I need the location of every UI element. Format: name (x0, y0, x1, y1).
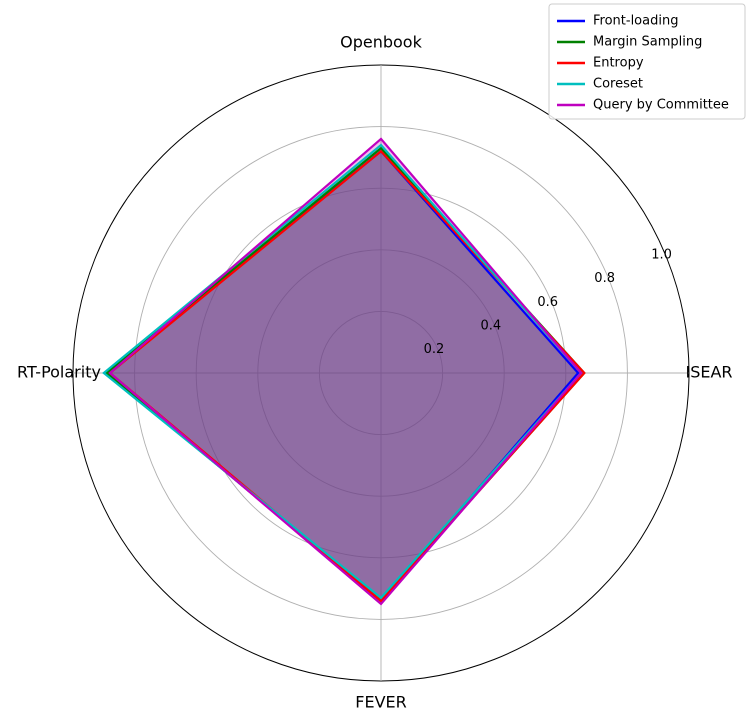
axis-label-rt-polarity: RT-Polarity (17, 363, 101, 382)
fill-front-loading (106, 151, 579, 601)
fill-margin-sampling (106, 148, 585, 601)
axis-label-openbook: Openbook (340, 33, 422, 52)
radial-tick-labels: 0.2 0.4 0.6 0.8 1.0 (424, 248, 672, 357)
legend-box (548, 3, 746, 120)
tick-label-3: 0.8 (594, 271, 615, 286)
radar-fills (103, 138, 585, 605)
fill-query-by-committee (109, 138, 582, 605)
series-line-query-by-committee (108, 137, 583, 606)
tick-label-2: 0.6 (537, 295, 558, 310)
tick-label-0: 0.2 (424, 342, 445, 357)
legend-label-front-loading: Front-loading (593, 14, 678, 29)
axis-label-fever: FEVER (355, 693, 406, 712)
axis-labels: ISEAR Openbook RT-Polarity FEVER (17, 33, 732, 712)
legend-label-coreset: Coreset (593, 77, 643, 92)
axis-label-isear: ISEAR (685, 363, 732, 382)
legend-label-margin-sampling: Margin Sampling (593, 35, 702, 50)
legend-label-entropy: Entropy (593, 56, 644, 71)
tick-label-1: 0.4 (480, 318, 501, 333)
radar-grid (72, 64, 690, 682)
legend: Front-loading Margin Sampling Entropy Cores… (548, 3, 746, 120)
fill-coreset (103, 145, 582, 598)
series-line-coreset (102, 143, 583, 600)
tick-label-4: 1.0 (651, 248, 672, 263)
fill-entropy (109, 151, 585, 601)
legend-label-query-by-committee: Query by Committee (593, 98, 729, 113)
radar-series (102, 137, 586, 606)
